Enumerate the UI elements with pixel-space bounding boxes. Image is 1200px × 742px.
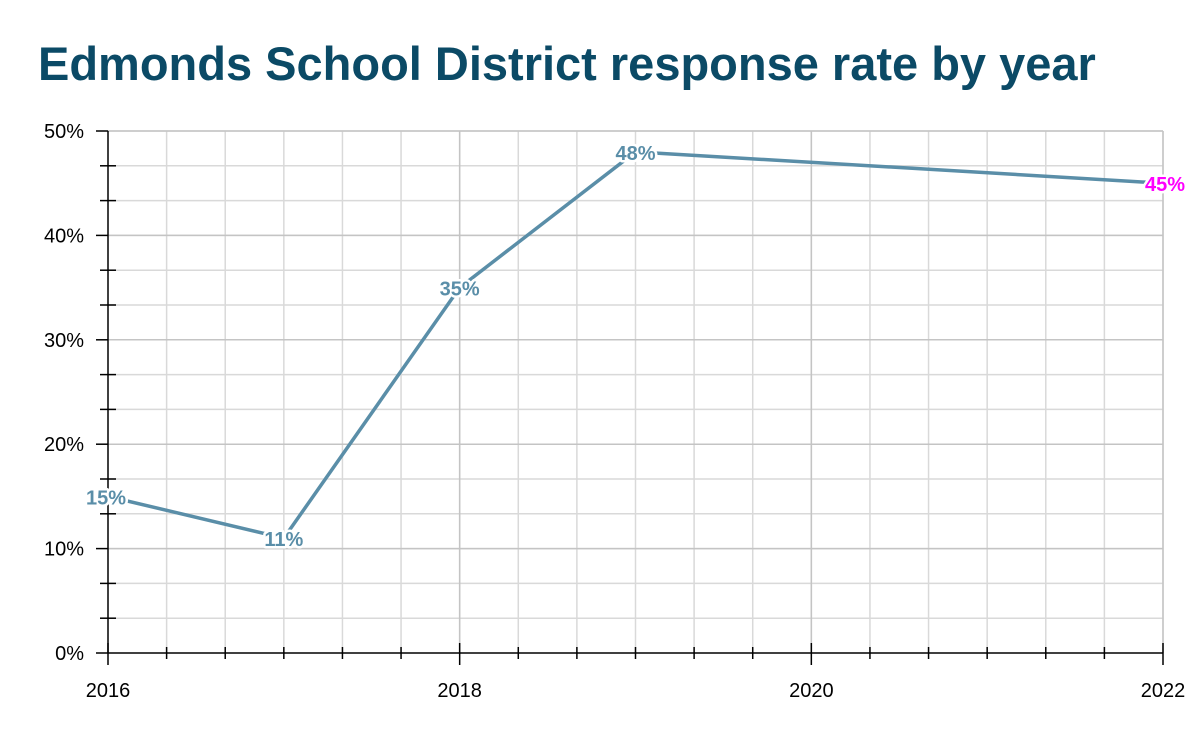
data-label: 11% [264, 529, 303, 551]
x-tick-label: 2018 [437, 680, 482, 702]
x-tick-label: 2020 [789, 680, 834, 702]
data-label: 15% [86, 487, 126, 509]
x-tick-label: 2022 [1141, 680, 1186, 702]
y-tick-label: 30% [44, 330, 84, 352]
data-label: 45% [1145, 174, 1185, 196]
data-label: 35% [440, 279, 480, 301]
data-label: 48% [615, 143, 655, 165]
y-tick-label: 20% [44, 434, 84, 456]
x-tick-label: 2016 [86, 680, 131, 702]
series-line [106, 150, 1165, 540]
y-tick-label: 10% [44, 539, 84, 561]
y-tick-label: 0% [55, 643, 84, 665]
chart-title: Edmonds School District response rate by… [38, 37, 1096, 90]
y-tick-label: 40% [44, 225, 84, 247]
y-tick-label: 50% [44, 121, 84, 143]
